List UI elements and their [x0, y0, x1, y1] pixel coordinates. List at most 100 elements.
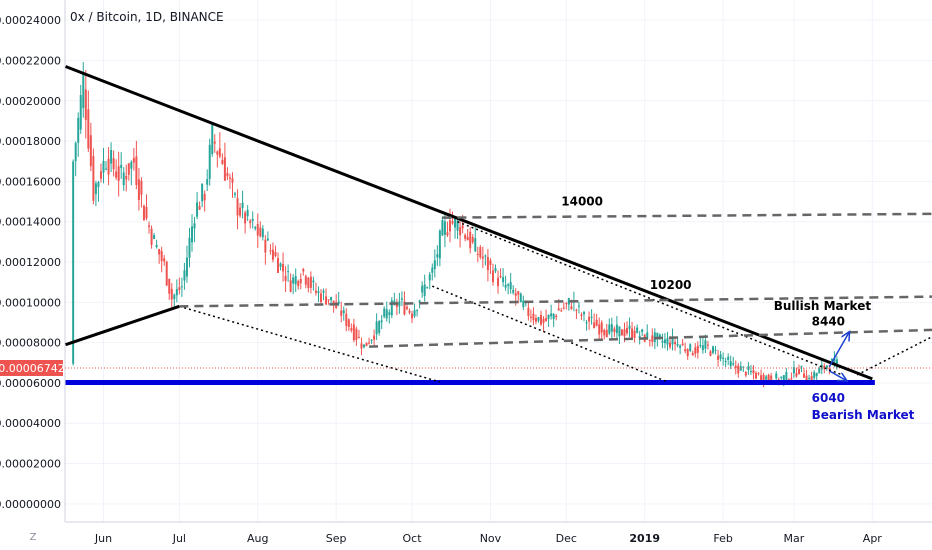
candle-body	[383, 308, 386, 317]
candle-body	[330, 297, 333, 301]
candle-body	[456, 220, 459, 231]
y-axis-pane	[0, 0, 65, 550]
candle-body	[671, 336, 674, 345]
chart-title: 0x / Bitcoin, 1D, BINANCE	[70, 10, 224, 24]
candle-body	[368, 342, 371, 344]
candle-body	[780, 376, 783, 378]
candle-body	[145, 206, 148, 219]
candle-body	[405, 306, 408, 309]
candle-body	[92, 156, 95, 201]
candle-body	[411, 313, 414, 319]
bullish-arrow	[828, 332, 849, 368]
candle-body	[221, 159, 224, 165]
candle-body	[474, 238, 477, 252]
candle-body	[271, 249, 274, 260]
candle-body	[605, 329, 608, 338]
y-tick-label: 0.00020000	[0, 95, 61, 108]
candle-body	[261, 228, 264, 238]
candle-body	[294, 276, 297, 285]
candle-body	[239, 207, 242, 216]
candle-body	[193, 223, 196, 229]
candle-body	[633, 330, 636, 338]
candle-body	[782, 375, 785, 381]
candle-body	[770, 375, 773, 383]
candle-body	[545, 318, 548, 321]
y-tick-label: 0.00014000	[0, 216, 61, 229]
candle-body	[289, 280, 292, 292]
candle-body	[699, 345, 702, 347]
candle-body	[519, 293, 522, 303]
candle-body	[77, 117, 80, 143]
x-tick-label: Jul	[172, 532, 186, 545]
candle-body	[188, 237, 191, 258]
candle-body	[183, 270, 186, 281]
candle-body	[706, 344, 709, 346]
candle-body	[312, 280, 315, 283]
candle-body	[436, 254, 439, 258]
candle-body	[168, 278, 171, 294]
candle-body	[418, 300, 421, 303]
candle-body	[426, 287, 429, 289]
candle-body	[615, 324, 618, 334]
candle-body	[216, 151, 219, 155]
candles-group	[72, 62, 838, 388]
candle-body	[203, 194, 206, 201]
candle-body	[198, 206, 201, 210]
candle-body	[550, 313, 553, 317]
candle-body	[600, 322, 603, 333]
candle-body	[727, 356, 730, 360]
candle-body	[694, 347, 697, 354]
candle-body	[438, 230, 441, 259]
candle-body	[711, 346, 714, 353]
candle-body	[651, 335, 654, 342]
y-tick-label: 0.00000000	[0, 498, 61, 511]
dotted-trendline	[431, 285, 668, 383]
candle-body	[299, 278, 302, 284]
candle-body	[416, 310, 419, 312]
candle-body	[775, 373, 778, 379]
candle-body	[122, 172, 125, 186]
candle-body	[297, 281, 300, 287]
candle-body	[608, 324, 611, 334]
candle-body	[196, 202, 199, 217]
candle-body	[585, 322, 588, 324]
annotation-bullish-market: Bullish Market	[774, 299, 872, 313]
x-tick-label: 2019	[629, 532, 660, 545]
candle-body	[148, 225, 151, 227]
candle-body	[681, 343, 684, 346]
candle-body	[747, 366, 750, 370]
candle-body	[603, 329, 606, 336]
candle-body	[481, 256, 484, 259]
candle-body	[185, 257, 188, 277]
candle-body	[471, 237, 474, 243]
candle-body	[537, 317, 540, 321]
candle-body	[717, 355, 720, 360]
candle-body	[805, 375, 808, 382]
candle-body	[666, 338, 669, 345]
candle-body	[767, 374, 770, 380]
candle-body	[669, 342, 672, 348]
candle-body	[529, 316, 532, 318]
candle-body	[691, 353, 694, 356]
candle-body	[282, 264, 285, 272]
candle-body	[646, 332, 649, 339]
candle-body	[180, 286, 183, 288]
candle-body	[342, 310, 345, 314]
y-tick-label: 0.00002000	[0, 458, 61, 471]
candle-body	[155, 245, 158, 248]
candle-body	[317, 291, 320, 293]
candle-body	[797, 369, 800, 375]
x-tick-label: Sep	[326, 532, 347, 545]
candle-body	[173, 294, 176, 300]
candle-body	[246, 209, 249, 217]
candle-body	[347, 319, 350, 327]
candle-body	[466, 236, 469, 241]
candle-body	[137, 179, 140, 201]
resistance-dashed-line	[179, 295, 932, 308]
candle-body	[153, 235, 156, 240]
candle-body	[502, 277, 505, 283]
candle-body	[400, 298, 403, 300]
candle-body	[813, 372, 816, 379]
candle-body	[421, 285, 424, 293]
candle-body	[408, 310, 411, 313]
